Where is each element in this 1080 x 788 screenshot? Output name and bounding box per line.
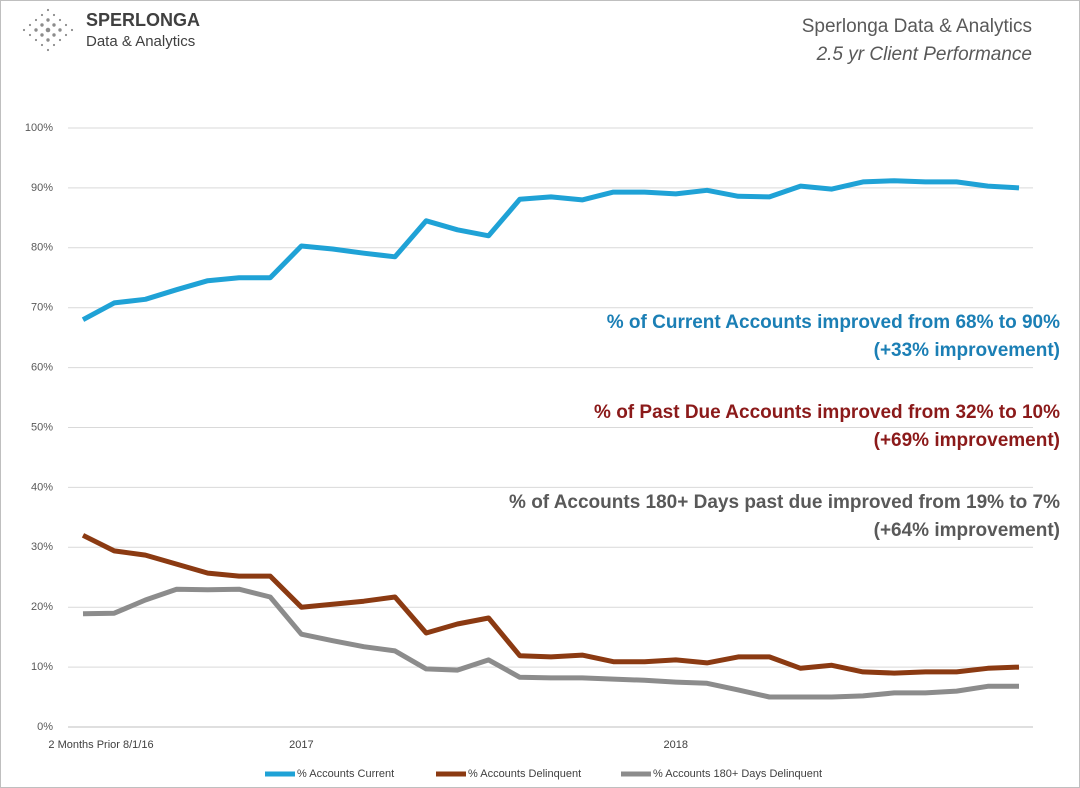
y-tick-label: 30% <box>31 541 53 553</box>
logo-dot <box>58 28 62 32</box>
logo-dot <box>34 38 38 42</box>
logo-dot <box>52 43 56 47</box>
logo-dot <box>34 28 38 32</box>
logo-dot <box>34 18 38 22</box>
chart-subtitle: 2.5 yr Client Performance <box>816 44 1032 65</box>
legend-label: % Accounts Current <box>297 768 394 780</box>
x-tick-label: 2 Months Prior 8/1/16 <box>48 739 153 751</box>
annotation: % of Accounts 180+ Days past due improve… <box>509 492 1060 513</box>
logo-dot <box>40 13 44 17</box>
logo-dot <box>46 18 50 22</box>
y-tick-label: 70% <box>31 302 53 314</box>
logo-mark <box>22 8 74 52</box>
logo-dot <box>45 27 51 33</box>
annotation: % of Past Due Accounts improved from 32%… <box>594 402 1060 423</box>
x-tick-label: 2018 <box>664 739 688 751</box>
logo-dot <box>40 43 44 47</box>
logo-dot <box>64 33 68 37</box>
y-tick-label: 10% <box>31 661 53 673</box>
logo-dot <box>70 28 74 32</box>
annotation: % of Current Accounts improved from 68% … <box>607 312 1060 333</box>
y-tick-label: 60% <box>31 362 53 374</box>
logo-dot <box>46 38 50 42</box>
logo-dot <box>52 33 56 37</box>
logo-dot <box>28 33 32 37</box>
series-line <box>81 533 1020 676</box>
y-tick-label: 80% <box>31 242 53 254</box>
logo-name: SPERLONGA <box>86 10 200 30</box>
logo-dot <box>52 23 56 27</box>
y-tick-label: 100% <box>25 122 53 134</box>
logo-dot <box>28 23 32 27</box>
legend-label: % Accounts 180+ Days Delinquent <box>653 768 822 780</box>
annotation: (+64% improvement) <box>874 520 1060 541</box>
logo-dot <box>58 18 62 22</box>
y-tick-label: 0% <box>37 721 53 733</box>
y-tick-label: 20% <box>31 601 53 613</box>
logo-dot <box>40 23 44 27</box>
logo-dot <box>22 28 26 32</box>
series-line <box>82 586 1019 700</box>
y-tick-label: 90% <box>31 182 53 194</box>
series-line <box>81 178 1020 322</box>
y-tick-label: 40% <box>31 481 53 493</box>
logo-dot <box>40 33 44 37</box>
y-tick-label: 50% <box>31 421 53 433</box>
logo-tagline: Data & Analytics <box>86 33 195 50</box>
legend-label: % Accounts Delinquent <box>468 768 581 780</box>
logo-dot <box>46 8 50 12</box>
x-tick-label: 2017 <box>289 739 313 751</box>
logo-dot <box>52 13 56 17</box>
annotation: (+69% improvement) <box>874 430 1060 451</box>
logo-dot <box>64 23 68 27</box>
logo-dot <box>58 38 62 42</box>
logo-dot <box>46 48 50 52</box>
chart-title: Sperlonga Data & Analytics <box>802 16 1032 37</box>
annotation: (+33% improvement) <box>874 340 1060 361</box>
